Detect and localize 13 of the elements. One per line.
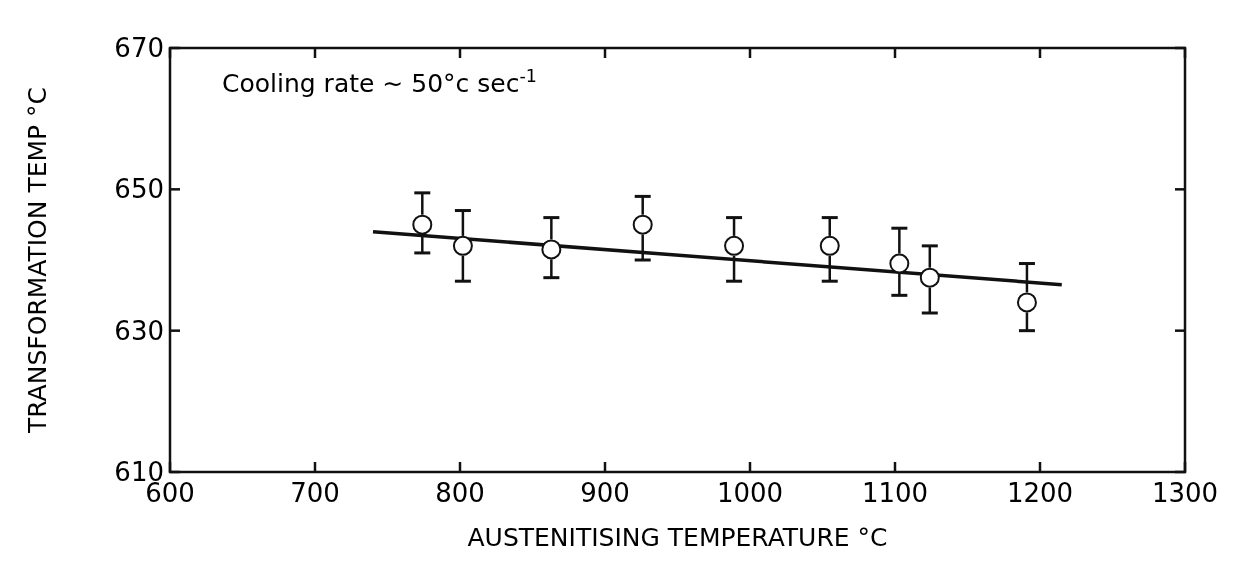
y-tick-label: 630 [114, 315, 164, 346]
x-tick-label: 1200 [1006, 478, 1074, 508]
x-axis-title: AUSTENITISING TEMPERATURE °C [467, 523, 888, 552]
y-tick-label: 670 [114, 33, 164, 63]
x-tick-label: 1100 [861, 478, 929, 508]
y-tick-label: 650 [114, 174, 164, 205]
x-tick-label: 800 [435, 478, 485, 508]
x-tick-label: 900 [580, 478, 630, 508]
x-tick-label: 700 [290, 478, 340, 508]
x-tick-label: 1000 [716, 478, 784, 508]
x-tick-label: 1300 [1151, 478, 1219, 508]
annotation: Cooling rate ∼ 50°c sec$^{-1}$ [222, 66, 537, 98]
y-axis-title: TRANSFORMATION TEMP °C [23, 86, 52, 435]
